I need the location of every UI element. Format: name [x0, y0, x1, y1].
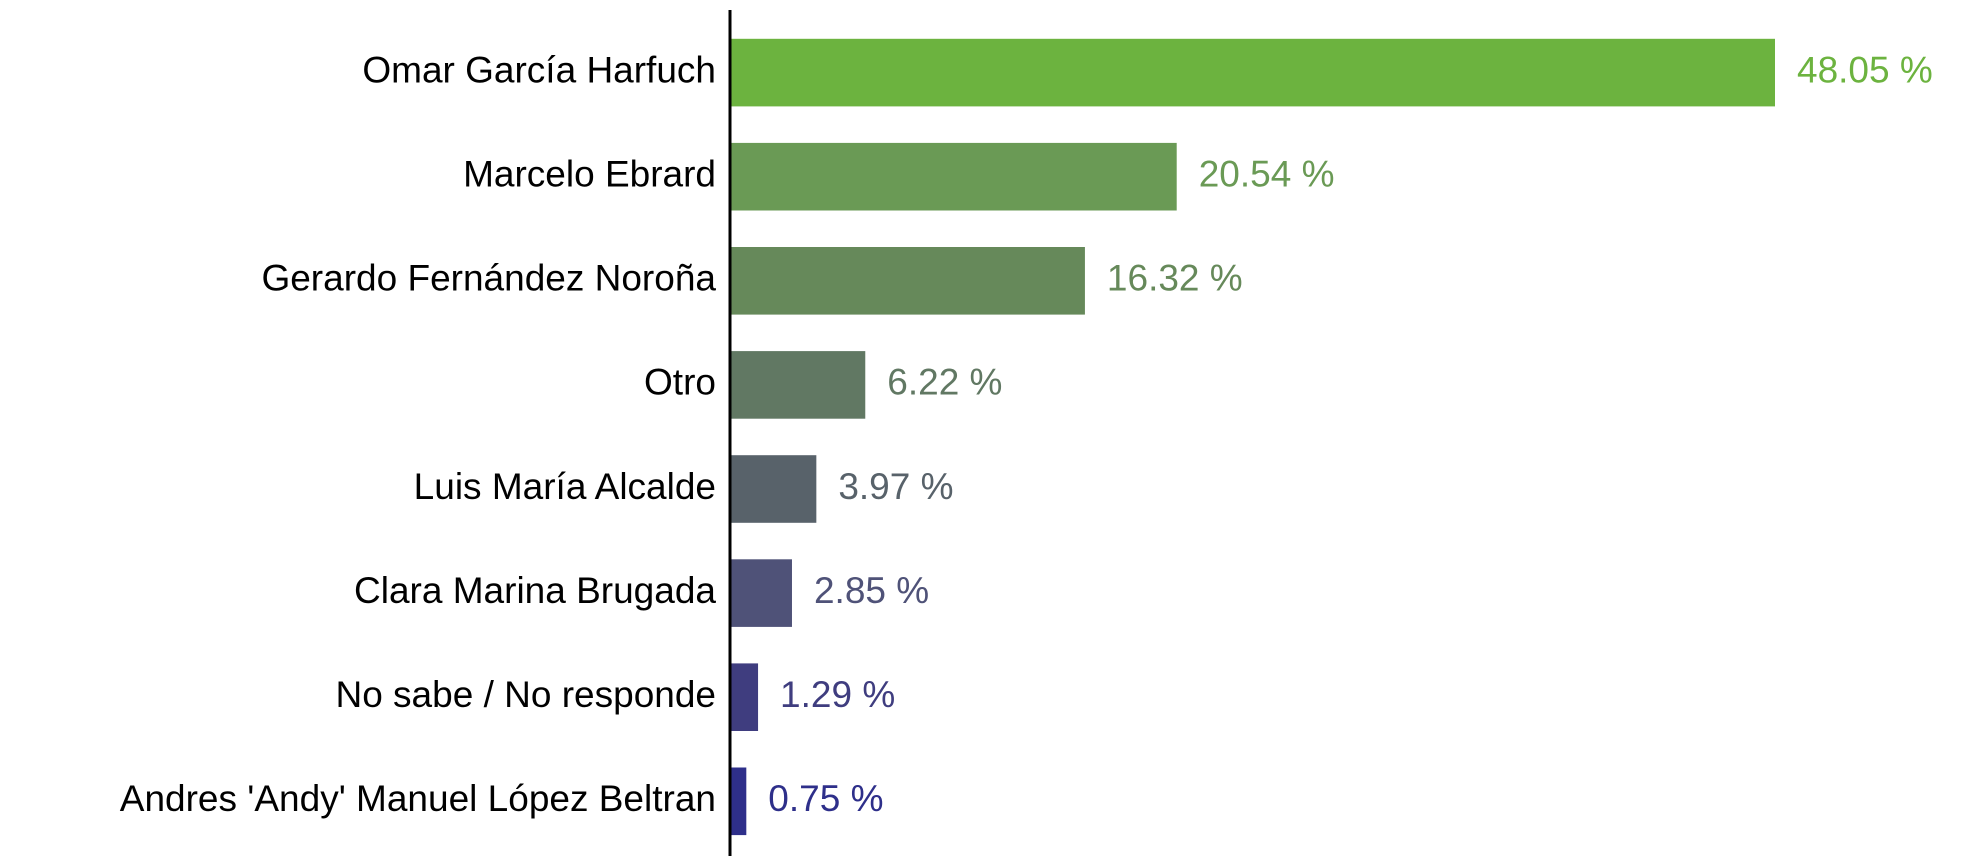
- bar: [730, 767, 747, 836]
- category-label: No sabe / No responde: [335, 674, 716, 715]
- category-label: Marcelo Ebrard: [463, 153, 716, 194]
- bar: [730, 142, 1177, 211]
- category-label: Clara Marina Brugada: [354, 570, 716, 611]
- category-label: Otro: [644, 362, 716, 403]
- category-label: Gerardo Fernández Noroña: [261, 258, 716, 299]
- value-label: 0.75 %: [768, 778, 883, 819]
- category-label: Omar García Harfuch: [362, 49, 716, 90]
- bar: [730, 455, 817, 523]
- value-label: 6.22 %: [887, 362, 1002, 403]
- value-label: 48.05 %: [1797, 49, 1933, 90]
- value-label: 1.29 %: [780, 674, 895, 715]
- bar: [730, 663, 759, 731]
- bar: [730, 559, 792, 627]
- value-label: 2.85 %: [814, 570, 929, 611]
- bar: [730, 38, 1775, 107]
- value-label: 16.32 %: [1107, 258, 1243, 299]
- value-label: 3.97 %: [838, 466, 953, 507]
- category-label: Andres 'Andy' Manuel López Beltran: [120, 778, 716, 819]
- category-label: Luis María Alcalde: [414, 466, 716, 507]
- bar: [730, 351, 866, 419]
- value-label: 20.54 %: [1199, 153, 1335, 194]
- bar: [730, 247, 1085, 315]
